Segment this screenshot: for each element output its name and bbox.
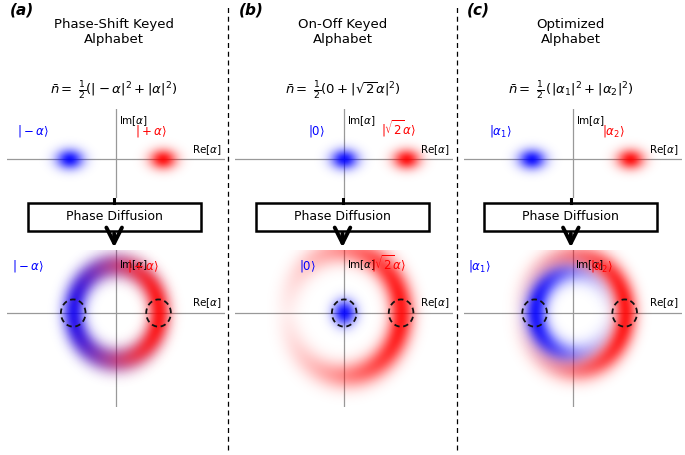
Text: $\bar{n}=\;\frac{1}{2}(|-\alpha|^2 + |\alpha|^2)$: $\bar{n}=\;\frac{1}{2}(|-\alpha|^2 + |\a…	[51, 80, 178, 102]
Text: $|+\alpha\rangle$: $|+\alpha\rangle$	[134, 122, 166, 138]
Text: Im[$\alpha$]: Im[$\alpha$]	[347, 258, 376, 272]
Text: Im[$\alpha$]: Im[$\alpha$]	[575, 258, 604, 272]
Text: $|\sqrt{2}\alpha\rangle$: $|\sqrt{2}\alpha\rangle$	[371, 253, 406, 274]
Text: On-Off Keyed
Alphabet: On-Off Keyed Alphabet	[298, 18, 387, 46]
Text: (b): (b)	[238, 2, 263, 17]
FancyBboxPatch shape	[256, 202, 429, 231]
Text: $|\alpha_2\rangle$: $|\alpha_2\rangle$	[590, 258, 612, 274]
Text: Im[$\alpha$]: Im[$\alpha$]	[119, 258, 148, 272]
Text: Im[$\alpha$]: Im[$\alpha$]	[119, 114, 148, 128]
Text: Phase-Shift Keyed
Alphabet: Phase-Shift Keyed Alphabet	[54, 18, 174, 46]
Text: Re[$\alpha$]: Re[$\alpha$]	[649, 296, 678, 310]
Text: $|0\rangle$: $|0\rangle$	[299, 258, 316, 274]
Text: Phase Diffusion: Phase Diffusion	[66, 210, 162, 223]
Text: $|+\alpha\rangle$: $|+\alpha\rangle$	[127, 258, 159, 274]
Text: Re[$\alpha$]: Re[$\alpha$]	[421, 143, 450, 157]
Text: Re[$\alpha$]: Re[$\alpha$]	[192, 296, 222, 310]
Text: (c): (c)	[466, 2, 490, 17]
FancyBboxPatch shape	[484, 202, 657, 231]
Text: Re[$\alpha$]: Re[$\alpha$]	[192, 143, 222, 157]
Text: $|\alpha_1\rangle$: $|\alpha_1\rangle$	[469, 258, 491, 274]
Text: (a): (a)	[10, 2, 34, 17]
Text: $\bar{n}=\;\frac{1}{2}(0 + |\sqrt{2}\alpha|^2)$: $\bar{n}=\;\frac{1}{2}(0 + |\sqrt{2}\alp…	[284, 80, 401, 102]
Text: $|-\alpha\rangle$: $|-\alpha\rangle$	[12, 258, 43, 274]
Text: Im[$\alpha$]: Im[$\alpha$]	[575, 114, 605, 128]
Text: $|\alpha_1\rangle$: $|\alpha_1\rangle$	[490, 122, 512, 138]
FancyBboxPatch shape	[28, 202, 201, 231]
Text: Re[$\alpha$]: Re[$\alpha$]	[649, 143, 678, 157]
Text: $|\sqrt{2}\alpha\rangle$: $|\sqrt{2}\alpha\rangle$	[381, 118, 415, 138]
Text: Phase Diffusion: Phase Diffusion	[294, 210, 391, 223]
Text: $\bar{n}=\;\frac{1}{2}\,(|\alpha_1|^2 + |\alpha_2|^2)$: $\bar{n}=\;\frac{1}{2}\,(|\alpha_1|^2 + …	[508, 80, 634, 102]
Text: Im[$\alpha$]: Im[$\alpha$]	[347, 114, 376, 128]
Text: Phase Diffusion: Phase Diffusion	[523, 210, 619, 223]
Text: $|-\alpha\rangle$: $|-\alpha\rangle$	[17, 122, 49, 138]
Text: Re[$\alpha$]: Re[$\alpha$]	[421, 296, 450, 310]
Text: Optimized
Alphabet: Optimized Alphabet	[536, 18, 605, 46]
Text: $|0\rangle$: $|0\rangle$	[308, 122, 325, 138]
Text: $|\alpha_2\rangle$: $|\alpha_2\rangle$	[601, 122, 625, 138]
